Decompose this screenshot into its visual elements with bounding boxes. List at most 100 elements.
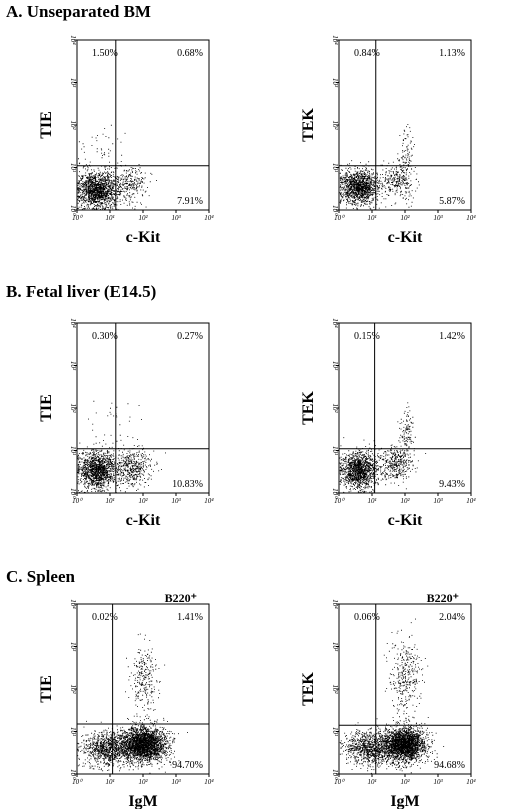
y-tick-label: 10⁴ <box>331 318 339 328</box>
y-tick-label: 10⁰ <box>331 769 339 780</box>
y-tick-label: 10⁰ <box>69 769 77 780</box>
y-tick-label: 10⁴ <box>331 599 339 609</box>
y-axis-label: TIE <box>38 111 55 139</box>
population-marker-label: B220⁺ <box>427 591 459 605</box>
event-cluster-0 <box>359 710 445 774</box>
event-cluster-1 <box>339 718 410 774</box>
y-tick-label: 10⁴ <box>69 35 77 45</box>
y-tick-label: 10¹ <box>331 727 339 736</box>
x-axis-label: c-Kit <box>388 512 423 529</box>
x-tick-label: 10³ <box>171 214 181 222</box>
x-tick-label: 10¹ <box>105 778 114 786</box>
x-tick-label: 10⁴ <box>204 214 214 222</box>
event-cluster-2 <box>397 402 416 464</box>
x-tick-label: 10² <box>138 214 148 222</box>
quadrant-upper-right-label: 0.27% <box>177 331 203 342</box>
x-axis-label: c-Kit <box>126 512 161 529</box>
x-tick-label: 10⁰ <box>334 497 345 505</box>
y-tick-label: 10² <box>69 120 77 130</box>
x-tick-label: 10⁴ <box>204 778 214 786</box>
x-tick-label: 10⁴ <box>204 497 214 505</box>
x-tick-label: 10⁰ <box>72 214 83 222</box>
x-tick-label: 10¹ <box>367 497 376 505</box>
event-dots <box>339 124 420 211</box>
y-tick-label: 10³ <box>331 361 339 371</box>
y-tick-label: 10⁴ <box>69 599 77 609</box>
event-cluster-1 <box>93 161 157 210</box>
event-cluster-1 <box>104 444 166 494</box>
quadrant-upper-left-label: 0.15% <box>354 331 380 342</box>
y-tick-label: 10³ <box>331 78 339 88</box>
population-marker-label: B220⁺ <box>165 591 197 605</box>
y-axis-label: TIE <box>38 675 55 703</box>
x-tick-label: 10¹ <box>367 214 376 222</box>
x-tick-label: 10² <box>400 214 410 222</box>
event-cluster-1 <box>373 156 420 208</box>
y-tick-label: 10³ <box>69 78 77 88</box>
quadrant-upper-left-label: 0.84% <box>354 48 380 59</box>
x-tick-label: 10⁰ <box>334 778 345 786</box>
y-tick-label: 10¹ <box>69 163 77 172</box>
y-tick-label: 10⁰ <box>331 488 339 499</box>
quadrant-lower-right-label: 7.91% <box>177 196 203 207</box>
y-tick-label: 10⁰ <box>69 205 77 216</box>
x-tick-label: 10⁰ <box>334 214 345 222</box>
x-tick-label: 10¹ <box>105 497 114 505</box>
quadrant-upper-right-label: 1.13% <box>439 48 465 59</box>
event-dots <box>77 124 157 211</box>
event-cluster-0 <box>339 160 396 211</box>
quadrant-lower-right-label: 5.87% <box>439 196 465 207</box>
x-tick-label: 10³ <box>171 778 181 786</box>
x-tick-label: 10³ <box>171 497 181 505</box>
x-tick-label: 10⁴ <box>466 778 476 786</box>
section-title-b: B. Fetal liver (E14.5) <box>6 282 157 301</box>
x-tick-label: 10² <box>138 497 148 505</box>
quadrant-upper-right-label: 0.68% <box>177 48 203 59</box>
y-tick-label: 10² <box>331 403 339 413</box>
event-cluster-0 <box>77 154 133 211</box>
quadrant-upper-right-label: 1.41% <box>177 612 203 623</box>
y-axis-label: TEK <box>300 672 317 706</box>
quadrant-lower-right-label: 94.70% <box>172 760 203 771</box>
x-tick-label: 10⁰ <box>72 778 83 786</box>
y-axis-label: TIE <box>38 394 55 422</box>
x-tick-label: 10³ <box>433 214 443 222</box>
event-dots <box>77 633 188 775</box>
event-dots <box>339 402 427 494</box>
x-tick-label: 10⁴ <box>466 214 476 222</box>
x-tick-label: 10¹ <box>105 214 114 222</box>
x-axis-label: c-Kit <box>126 229 161 246</box>
y-tick-label: 10³ <box>69 361 77 371</box>
y-tick-label: 10⁴ <box>69 318 77 328</box>
quadrant-upper-left-label: 0.06% <box>354 612 380 623</box>
x-axis-label: IgM <box>390 793 419 809</box>
x-tick-label: 10⁰ <box>72 497 83 505</box>
quadrant-lower-right-label: 10.83% <box>172 479 203 490</box>
y-tick-label: 10² <box>331 684 339 694</box>
y-tick-label: 10³ <box>331 642 339 652</box>
quadrant-upper-left-label: 0.02% <box>92 612 118 623</box>
y-tick-label: 10¹ <box>69 446 77 455</box>
y-tick-label: 10³ <box>69 642 77 652</box>
y-tick-label: 10⁴ <box>331 35 339 45</box>
x-tick-label: 10² <box>400 497 410 505</box>
y-tick-label: 10¹ <box>69 727 77 736</box>
y-tick-label: 10² <box>69 403 77 413</box>
quadrant-lower-right-label: 9.43% <box>439 479 465 490</box>
x-tick-label: 10³ <box>433 497 443 505</box>
event-cluster-0 <box>339 437 392 494</box>
y-tick-label: 10¹ <box>331 446 339 455</box>
event-cluster-0 <box>77 436 126 494</box>
event-dots <box>77 400 166 494</box>
quadrant-lower-right-label: 94.68% <box>434 760 465 771</box>
y-tick-label: 10² <box>69 684 77 694</box>
y-tick-label: 10¹ <box>331 163 339 172</box>
quadrant-upper-left-label: 1.50% <box>92 48 118 59</box>
event-cluster-2 <box>88 400 142 449</box>
section-title-a: A. Unseparated BM <box>6 2 151 21</box>
event-cluster-2 <box>125 633 166 737</box>
